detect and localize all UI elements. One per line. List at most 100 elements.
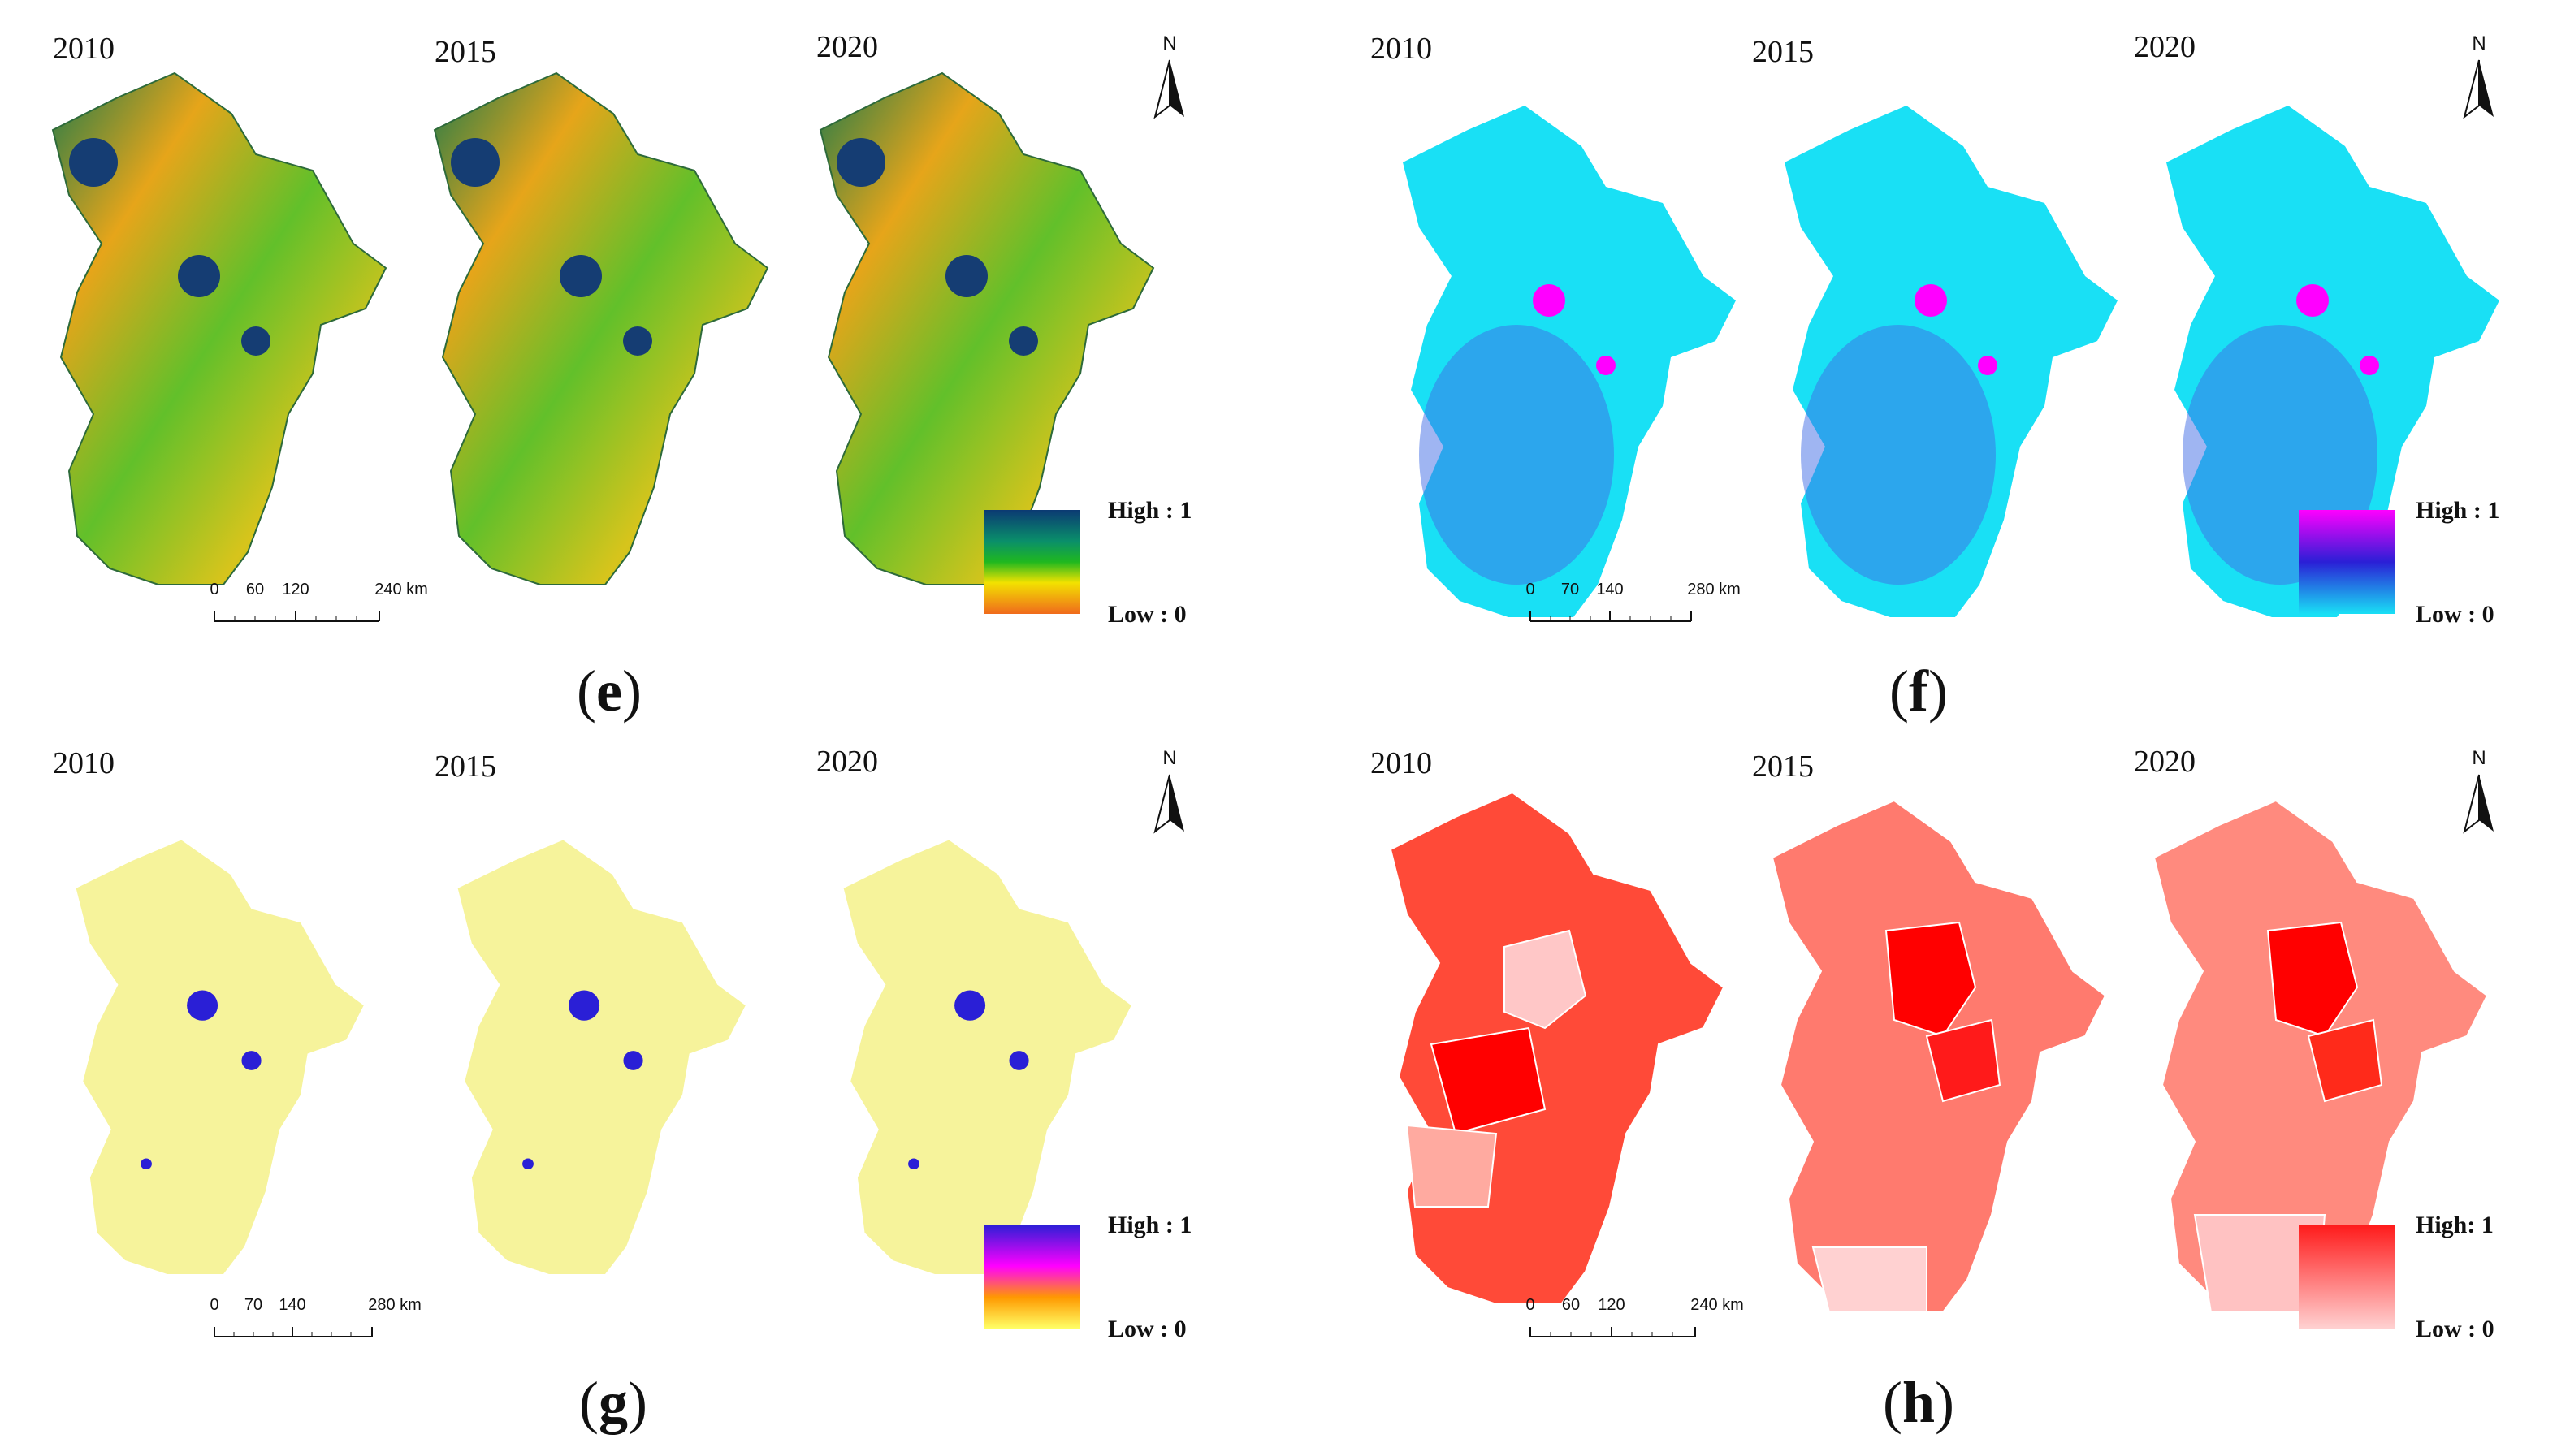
legend-low-label: Low : 0 <box>2416 601 2494 628</box>
urban-core <box>837 138 885 187</box>
legend-color-bar <box>2299 1225 2395 1329</box>
urban-core <box>623 1051 643 1070</box>
district <box>2307 1018 2383 1103</box>
scale-label: 0 <box>210 581 219 598</box>
urban-core <box>954 990 986 1021</box>
urban-core <box>187 990 218 1021</box>
scale-label: 0 <box>1525 581 1535 598</box>
scale-bar: 0 60 120 240 km <box>1525 1296 1744 1345</box>
scale-label: 70 <box>244 1296 263 1314</box>
urban-core <box>1533 284 1565 317</box>
scale-label: 120 <box>282 581 309 598</box>
scale-label: 240 km <box>1690 1296 1744 1314</box>
urban-core <box>69 138 118 187</box>
scale-label: 240 km <box>374 581 428 598</box>
map-2010 <box>1390 792 1724 1305</box>
scale-label: 140 <box>1596 581 1624 598</box>
legend-high-label: High : 1 <box>2416 497 2500 524</box>
scale-bar: 0 70 140 280 km <box>210 1296 424 1345</box>
legend-high-label: High : 1 <box>1108 497 1192 524</box>
year-label-2015: 2015 <box>435 35 496 69</box>
urban-core <box>1009 1051 1029 1070</box>
map-2015 <box>434 72 768 585</box>
year-label-2010: 2010 <box>1370 32 1432 66</box>
urban-core <box>1009 326 1038 356</box>
year-label-2015: 2015 <box>435 750 496 784</box>
urban-core <box>241 326 270 356</box>
north-arrow-icon: N <box>1145 747 1194 845</box>
scale-label: 60 <box>245 581 265 598</box>
panel-f: 2010 2015 2020 N High : 1 Low : 0 0 70 1… <box>1285 0 2570 728</box>
district <box>1405 1124 1498 1208</box>
urban-core <box>569 990 600 1021</box>
urban-core <box>451 138 500 187</box>
map-2015 <box>1785 106 2118 617</box>
scale-label: 0 <box>210 1296 219 1314</box>
map-2015 <box>457 840 746 1275</box>
panel-g: 2010 2015 2020 N High : 1 Low : 0 0 70 1… <box>0 728 1285 1455</box>
year-label-2015: 2015 <box>1752 35 1814 69</box>
map-2010 <box>76 840 364 1275</box>
year-label-2020: 2020 <box>816 30 878 64</box>
north-arrow-icon: N <box>1145 32 1194 130</box>
legend-high-label: High: 1 <box>2416 1212 2494 1238</box>
legend-low-label: Low : 0 <box>1108 601 1187 628</box>
scale-label: 140 <box>279 1296 306 1314</box>
map-2010 <box>1403 106 1736 617</box>
urban-core <box>241 1051 262 1070</box>
scale-label: 70 <box>1560 581 1580 598</box>
urban-core <box>1978 356 1997 375</box>
year-label-2020: 2020 <box>816 745 878 779</box>
panel-letter: (e) <box>577 659 642 724</box>
legend-low-label: Low : 0 <box>2416 1316 2494 1342</box>
urban-sprawl <box>1419 325 1614 585</box>
year-label-2010: 2010 <box>53 746 115 780</box>
legend-color-bar <box>2299 510 2395 614</box>
scale-label: 280 km <box>368 1296 422 1314</box>
urban-core <box>1596 356 1616 375</box>
urban-core <box>522 1158 534 1170</box>
year-label-2020: 2020 <box>2134 30 2196 64</box>
urban-sprawl <box>1801 325 1996 585</box>
scale-bar: 0 70 140 280 km <box>1525 581 1741 629</box>
urban-core <box>1915 284 1947 317</box>
urban-core <box>178 255 220 297</box>
panel-letter: (h) <box>1882 1370 1954 1435</box>
panel-e: 2010 2015 2020 N High : 1 Low : 0 0 60 1… <box>0 0 1285 728</box>
map-2020 <box>2153 800 2488 1313</box>
scale-bar: 0 60 120 240 km <box>210 581 428 629</box>
urban-core <box>908 1158 919 1170</box>
scale-label: 0 <box>1525 1296 1535 1314</box>
year-label-2020: 2020 <box>2134 745 2196 779</box>
district <box>1430 1026 1547 1135</box>
urban-core <box>2296 284 2329 317</box>
scale-label: 60 <box>1561 1296 1581 1314</box>
district <box>1503 929 1587 1030</box>
district <box>1811 1246 1928 1313</box>
district <box>1884 921 1977 1038</box>
panel-letter: (f) <box>1889 659 1948 724</box>
legend-color-bar <box>984 1225 1080 1329</box>
urban-core <box>2360 356 2379 375</box>
legend-color-bar <box>984 510 1080 614</box>
map-2010 <box>52 72 387 585</box>
urban-core <box>560 255 602 297</box>
map-2020 <box>843 840 1131 1275</box>
north-arrow-icon: N <box>2455 747 2503 845</box>
map-2020 <box>820 72 1154 585</box>
panel-h: 2010 2015 2020 N High: 1 Low : 0 0 60 12… <box>1285 728 2570 1455</box>
north-arrow-icon: N <box>2455 32 2503 130</box>
urban-core <box>141 1158 152 1170</box>
map-2015 <box>1772 800 2106 1313</box>
legend-high-label: High : 1 <box>1108 1212 1192 1238</box>
urban-core <box>623 326 652 356</box>
district <box>2266 921 2359 1038</box>
scale-label: 280 km <box>1687 581 1741 598</box>
scale-label: 120 <box>1598 1296 1625 1314</box>
year-label-2010: 2010 <box>1370 746 1432 780</box>
legend-low-label: Low : 0 <box>1108 1316 1187 1342</box>
panel-letter: (g) <box>579 1370 647 1435</box>
year-label-2015: 2015 <box>1752 750 1814 784</box>
year-label-2010: 2010 <box>53 32 115 66</box>
district <box>1925 1018 2001 1103</box>
